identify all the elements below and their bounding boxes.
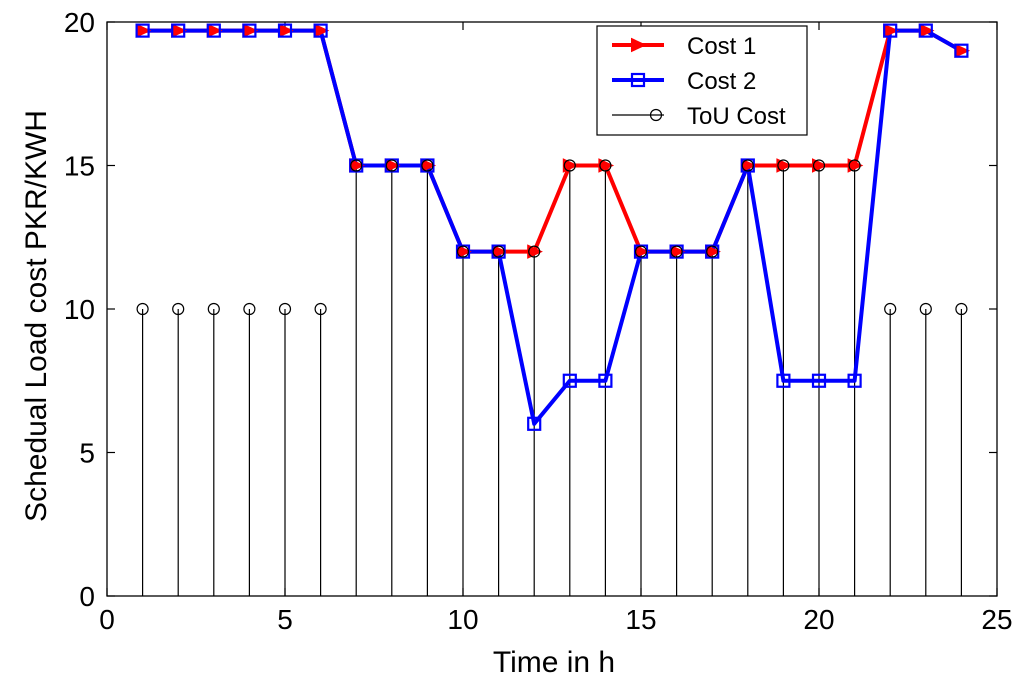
tou-cost-marker [563,159,576,172]
cost-2-marker [277,23,293,38]
tou-cost-marker [634,245,648,258]
x-tick-label: 5 [277,604,293,635]
tou-cost-marker [207,302,220,316]
x-tick-label: 10 [447,604,478,635]
x-tick-label: 25 [981,604,1012,635]
y-axis-label: Schedual Load cost PKR/KWH [20,110,53,522]
tou-cost-marker [136,302,149,316]
tou-cost-marker [243,302,256,316]
x-tick-label: 20 [803,604,834,635]
cost-1-marker [812,158,828,173]
cost-2-marker [811,373,827,388]
tou-cost-marker [919,302,932,316]
tou-cost-marker [350,159,363,172]
cost-2-marker [598,373,613,388]
y-tick-label: 5 [79,438,95,469]
tou-cost-marker [314,302,327,316]
legend-label: Cost 2 [687,68,756,95]
cost-2-marker [527,416,542,431]
cost-2-marker [630,72,646,88]
cost-1-marker [562,158,579,173]
tou-cost-marker [421,159,434,172]
legend-label: ToU Cost [687,103,786,130]
tou-cost-marker [670,245,683,258]
cost-2-marker [171,23,186,38]
tou-cost-marker [884,302,897,316]
cost-2-marker [242,23,257,38]
tou-cost-marker [812,159,826,172]
tou-cost-marker [278,302,292,316]
tou-cost-marker [777,159,790,172]
tou-cost-marker [172,302,185,316]
x-tick-label: 15 [625,604,656,635]
tou-cost-marker [385,159,398,172]
y-tick-label: 20 [64,7,95,38]
series-markers [135,23,971,431]
tou-cost-marker [741,159,754,172]
cost-2-marker [206,23,221,38]
cost-1-marker [776,158,793,173]
tou-cost-marker [955,302,968,316]
tou-cost-marker [706,245,719,258]
tou-cost-marker [599,159,612,172]
cost-2-marker [562,373,577,388]
y-tick-label: 0 [79,581,95,612]
cost-2-marker [313,23,328,38]
legend-label: Cost 1 [687,33,756,60]
cost-1-marker [598,158,615,173]
x-axis-label: Time in h [493,646,615,679]
cost-2-marker [954,43,969,58]
cost-2-marker [135,23,150,38]
cost-2-marker [918,23,933,38]
legend: Cost 1 Cost 2 ToU Cost [596,25,808,136]
axis-ticks: 0 5 10 15 20 25 0 5 10 15 20 [64,7,1013,635]
tou-cost-marker [456,245,470,258]
cost-1-marker [527,244,543,259]
cost-1-marker [631,37,647,53]
cost-1-marker [847,158,864,173]
cost-2-marker [883,23,898,38]
cost-2-marker [776,373,791,388]
tou-cost-marker [528,245,541,258]
y-tick-label: 15 [64,151,95,182]
cost-2-marker [847,373,862,388]
x-tick-label: 0 [99,604,115,635]
tou-cost-marker [649,108,663,122]
y-tick-label: 10 [64,294,95,325]
tou-cost-marker [492,245,505,258]
tou-cost-marker [848,159,861,172]
